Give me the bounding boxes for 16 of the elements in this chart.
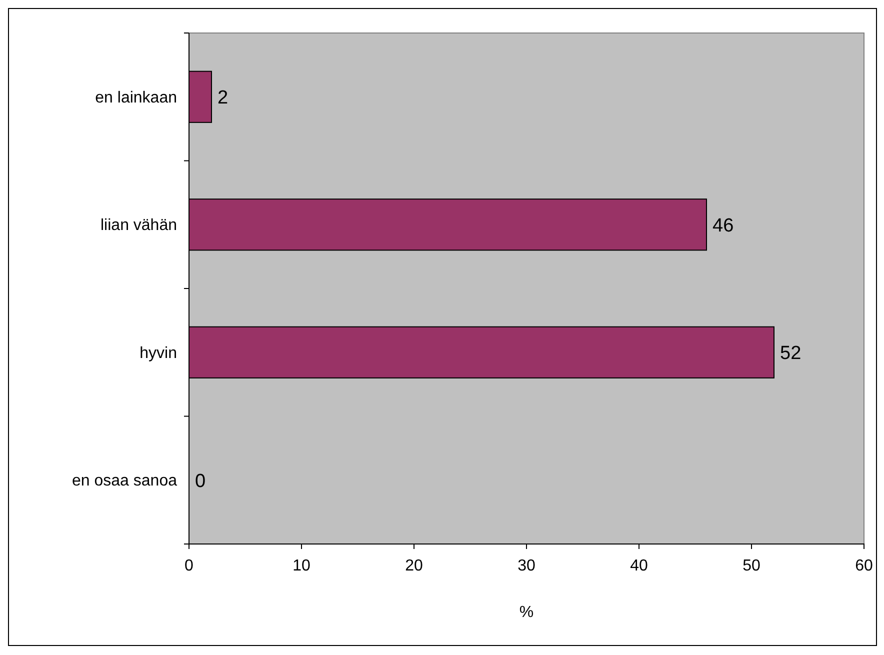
x-tick-label: 10 — [292, 557, 310, 574]
x-tick-label: 20 — [405, 557, 423, 574]
x-axis-title: % — [519, 604, 534, 621]
data-label: 2 — [218, 88, 228, 109]
y-tick-label: en lainkaan — [95, 89, 177, 106]
data-label: 52 — [780, 343, 802, 364]
y-tick-label: liian vähän — [100, 217, 177, 234]
x-tick-label: 30 — [518, 557, 536, 574]
y-tick-label: en osaa sanoa — [72, 472, 178, 490]
x-tick-label: 0 — [184, 557, 194, 574]
x-tick-label: 60 — [855, 557, 873, 574]
data-label: 46 — [712, 215, 734, 236]
data-label: 0 — [195, 470, 206, 492]
x-tick-label: 50 — [742, 557, 760, 574]
y-tick-label: hyvin — [140, 344, 177, 362]
x-tick-label: 40 — [630, 557, 648, 574]
